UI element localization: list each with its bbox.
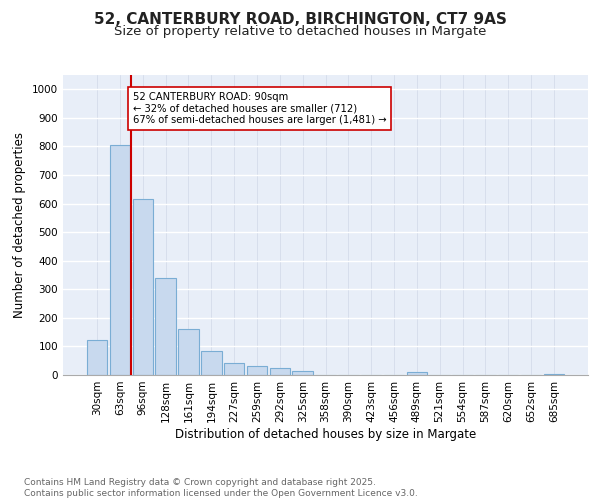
Text: 52 CANTERBURY ROAD: 90sqm
← 32% of detached houses are smaller (712)
67% of semi: 52 CANTERBURY ROAD: 90sqm ← 32% of detac… <box>133 92 386 126</box>
Bar <box>247 366 267 375</box>
Text: Size of property relative to detached houses in Margate: Size of property relative to detached ho… <box>114 25 486 38</box>
Text: 52, CANTERBURY ROAD, BIRCHINGTON, CT7 9AS: 52, CANTERBURY ROAD, BIRCHINGTON, CT7 9A… <box>94 12 506 28</box>
Text: Contains HM Land Registry data © Crown copyright and database right 2025.
Contai: Contains HM Land Registry data © Crown c… <box>24 478 418 498</box>
Bar <box>110 145 130 375</box>
Bar <box>178 330 199 375</box>
Bar <box>292 370 313 375</box>
Bar <box>544 374 564 375</box>
Bar <box>155 278 176 375</box>
Bar <box>201 352 221 375</box>
Bar <box>407 372 427 375</box>
X-axis label: Distribution of detached houses by size in Margate: Distribution of detached houses by size … <box>175 428 476 440</box>
Bar <box>87 340 107 375</box>
Bar <box>269 368 290 375</box>
Bar <box>133 200 153 375</box>
Bar <box>224 363 244 375</box>
Y-axis label: Number of detached properties: Number of detached properties <box>13 132 26 318</box>
